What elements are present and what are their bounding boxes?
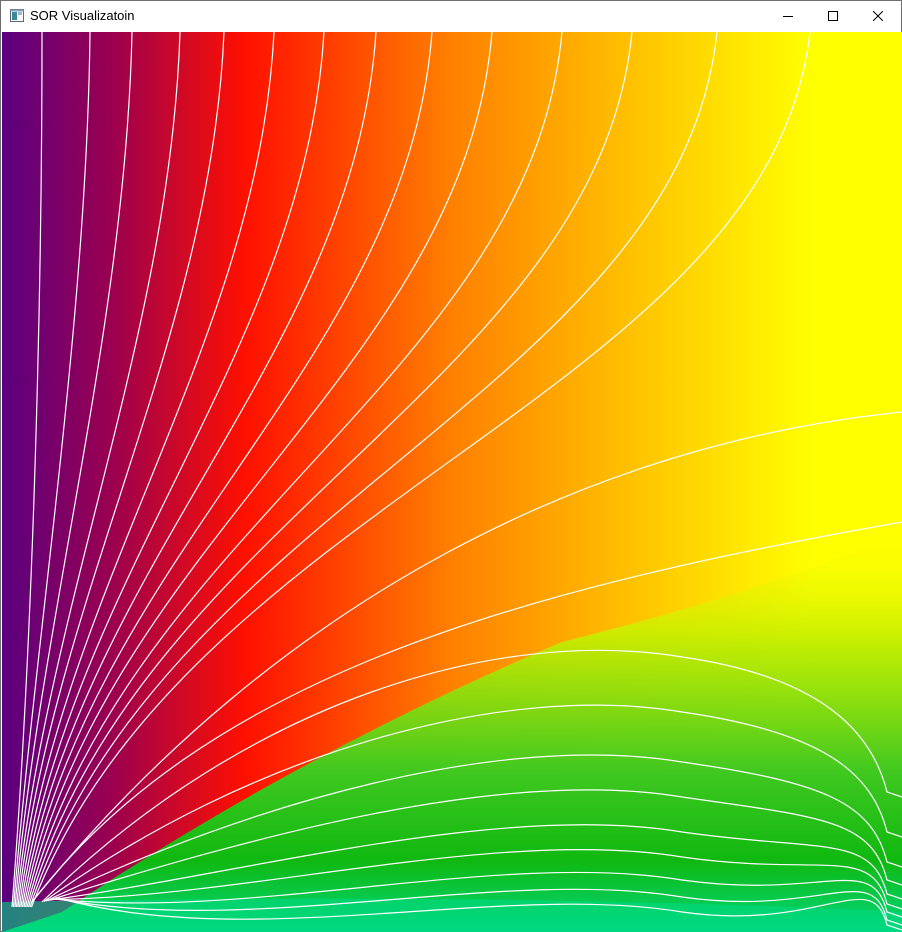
contour-line bbox=[49, 824, 902, 901]
contour-line bbox=[15, 32, 181, 908]
contour-line bbox=[11, 32, 43, 908]
contour-line bbox=[31, 411, 902, 903]
minimize-icon bbox=[783, 11, 793, 21]
contour-line bbox=[47, 789, 902, 902]
contour-line bbox=[45, 754, 902, 902]
maximize-button[interactable] bbox=[810, 1, 856, 31]
contour-line bbox=[20, 32, 325, 908]
contour-line bbox=[17, 32, 225, 908]
potential-field-plot bbox=[2, 32, 902, 932]
contour-line bbox=[29, 32, 718, 908]
contour-line bbox=[31, 521, 902, 903]
contour-line bbox=[21, 32, 377, 908]
contour-line bbox=[57, 897, 902, 931]
close-button[interactable] bbox=[855, 1, 901, 31]
contour-line bbox=[24, 32, 493, 908]
contour-line bbox=[43, 704, 902, 902]
contour-line bbox=[12, 32, 91, 908]
contour-line bbox=[23, 32, 433, 908]
contour-line bbox=[27, 32, 633, 908]
contour-line bbox=[41, 649, 902, 903]
contour-line bbox=[51, 848, 902, 910]
contour-line bbox=[14, 32, 133, 908]
contour-line bbox=[30, 32, 811, 908]
title-bar[interactable]: SOR Visualizatoin bbox=[1, 1, 901, 31]
app-window-icon bbox=[10, 9, 24, 22]
contour-line bbox=[53, 871, 902, 918]
window-title: SOR Visualizatoin bbox=[30, 8, 135, 23]
close-icon bbox=[873, 11, 883, 21]
contour-line bbox=[18, 32, 275, 908]
contour-line bbox=[55, 888, 902, 926]
maximize-icon bbox=[828, 11, 838, 21]
minimize-button[interactable] bbox=[765, 1, 811, 31]
contour-line bbox=[26, 32, 563, 908]
sor-visualization-canvas bbox=[2, 32, 902, 932]
